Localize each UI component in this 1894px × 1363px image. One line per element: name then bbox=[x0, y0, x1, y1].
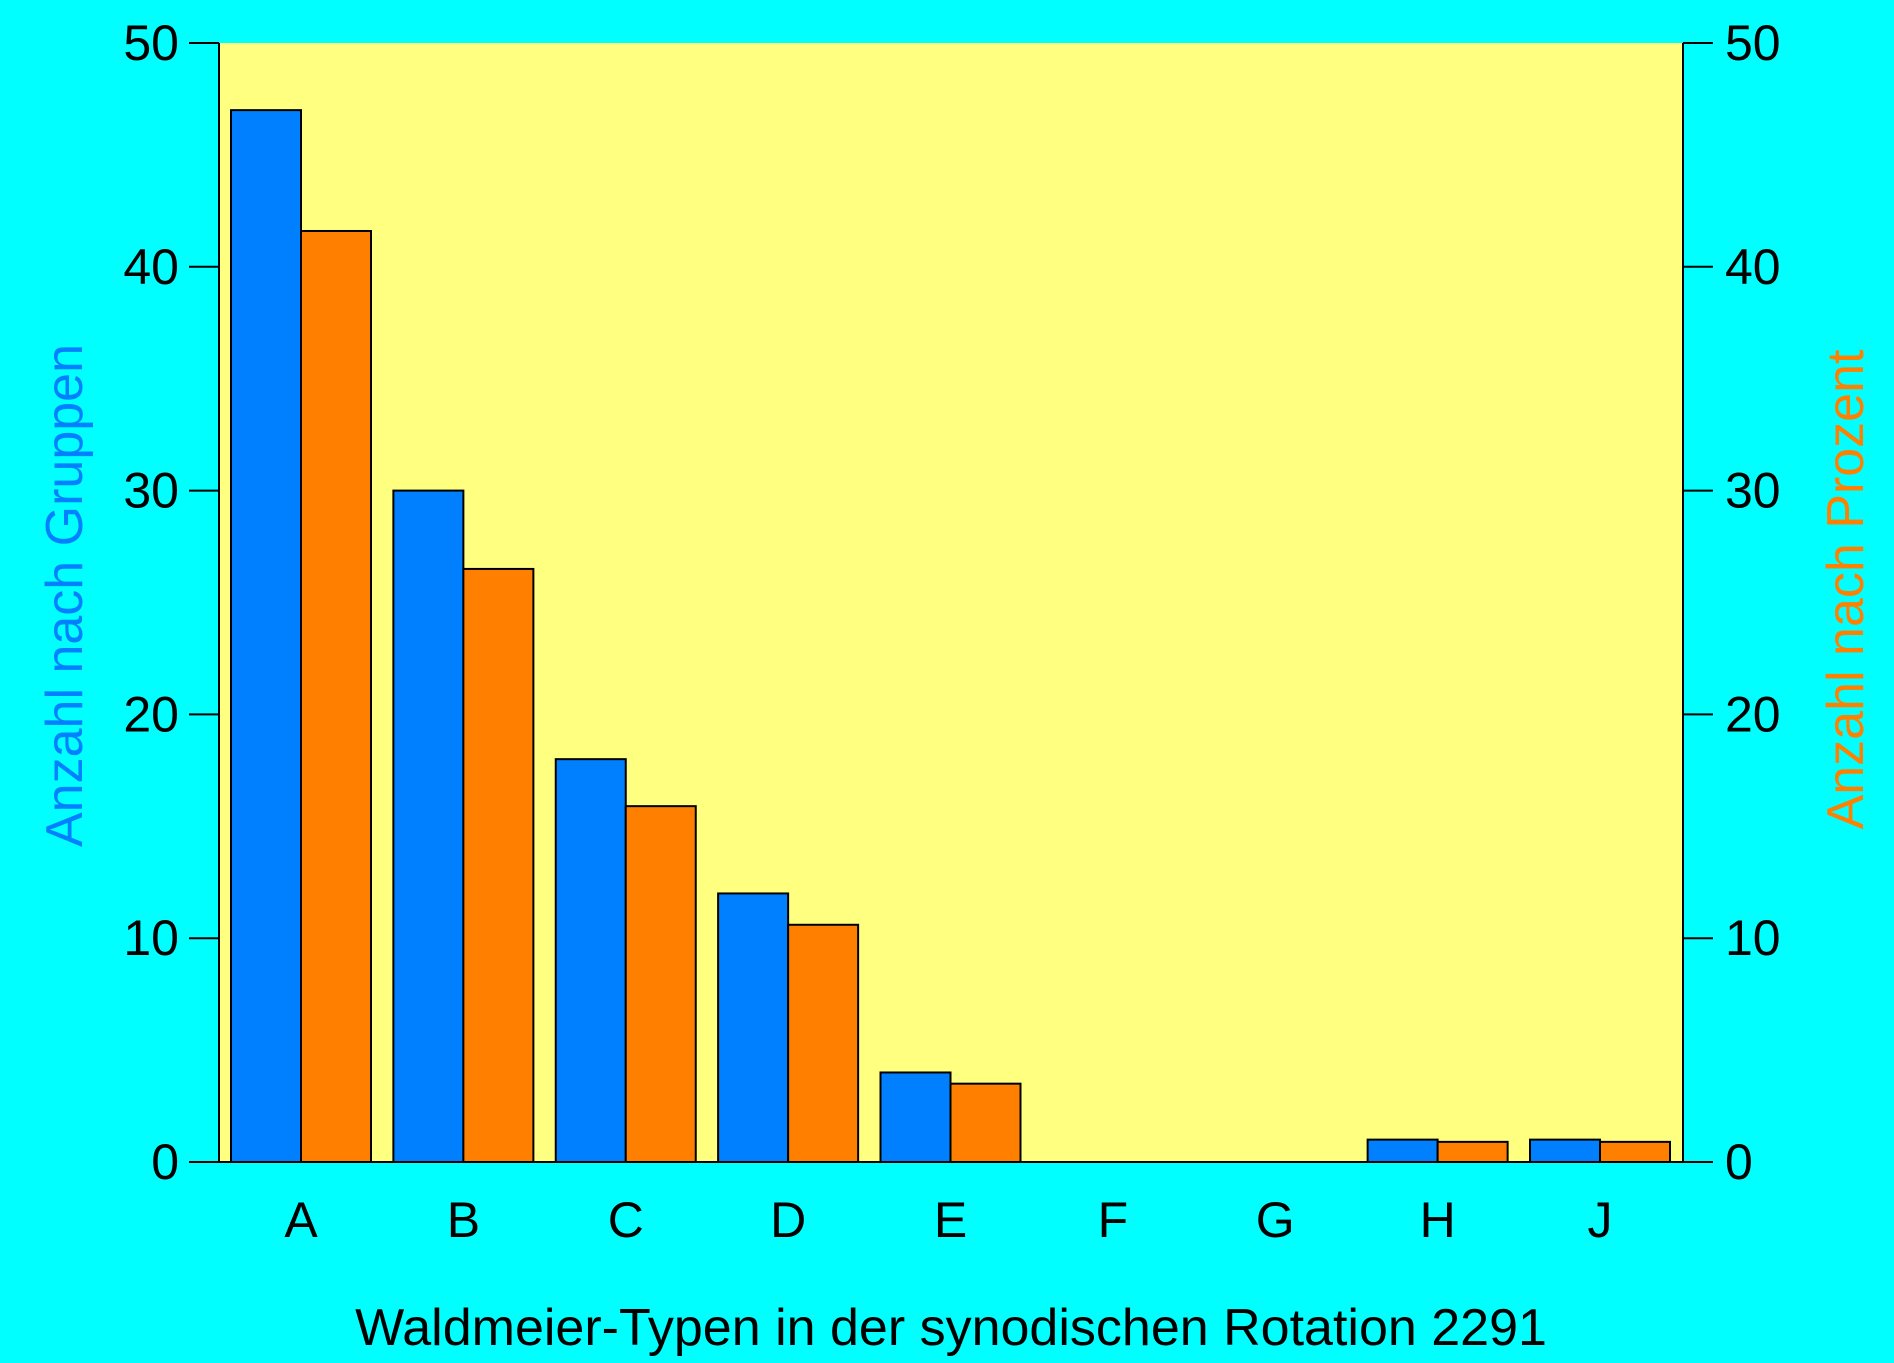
y-axis-right-label: Anzahl nach Prozent bbox=[1817, 349, 1875, 829]
x-tick-label: B bbox=[447, 1192, 480, 1248]
y-tick-label-right: 30 bbox=[1725, 463, 1781, 519]
y-tick-label-left: 10 bbox=[123, 910, 179, 966]
x-tick-label: H bbox=[1420, 1192, 1456, 1248]
bar-percent-H bbox=[1436, 1140, 1509, 1164]
y-tick-label-left: 0 bbox=[151, 1134, 179, 1190]
bars-group bbox=[230, 109, 1671, 1164]
y-axis-left-label: Anzahl nach Gruppen bbox=[36, 344, 94, 847]
y-tick-label-right: 50 bbox=[1725, 15, 1781, 71]
y-tick-label-right: 10 bbox=[1725, 910, 1781, 966]
bar-percent-A bbox=[300, 229, 372, 1163]
x-tick-label: J bbox=[1588, 1192, 1613, 1248]
x-tick-label: G bbox=[1256, 1192, 1295, 1248]
bar-percent-E bbox=[949, 1082, 1022, 1164]
bar-percent-B bbox=[462, 567, 535, 1163]
y-tick-label-left: 30 bbox=[123, 463, 179, 519]
axes-group bbox=[189, 43, 1713, 1163]
y-tick-label-left: 20 bbox=[123, 686, 179, 742]
bar-groups-D bbox=[717, 892, 790, 1163]
bar-percent-C bbox=[624, 805, 697, 1164]
bar-percent-D bbox=[787, 923, 860, 1163]
y-tick-label-left: 50 bbox=[123, 15, 179, 71]
x-tick-label: D bbox=[770, 1192, 806, 1248]
y-tick-label-left: 40 bbox=[123, 239, 179, 295]
bar-groups-B bbox=[392, 489, 465, 1164]
bar-groups-J bbox=[1529, 1138, 1601, 1163]
bar-groups-A bbox=[230, 109, 302, 1163]
bar-groups-E bbox=[879, 1071, 952, 1163]
ticks-group: 0 0 10 10 20 20 30 30 40 40 50 50 A B C D E F G H J bbox=[123, 15, 1780, 1248]
x-tick-label: F bbox=[1098, 1192, 1129, 1248]
x-tick-label: A bbox=[284, 1192, 318, 1248]
y-tick-label-right: 20 bbox=[1725, 686, 1781, 742]
y-tick-label-right: 40 bbox=[1725, 239, 1781, 295]
bar-groups-H bbox=[1366, 1138, 1439, 1163]
x-axis-label: Waldmeier-Typen in der synodischen Rotat… bbox=[355, 1299, 1547, 1357]
x-tick-label: E bbox=[934, 1192, 967, 1248]
x-tick-label: C bbox=[608, 1192, 644, 1248]
bar-percent-J bbox=[1599, 1140, 1671, 1164]
bar-groups-C bbox=[554, 758, 627, 1163]
y-tick-label-right: 0 bbox=[1725, 1134, 1753, 1190]
